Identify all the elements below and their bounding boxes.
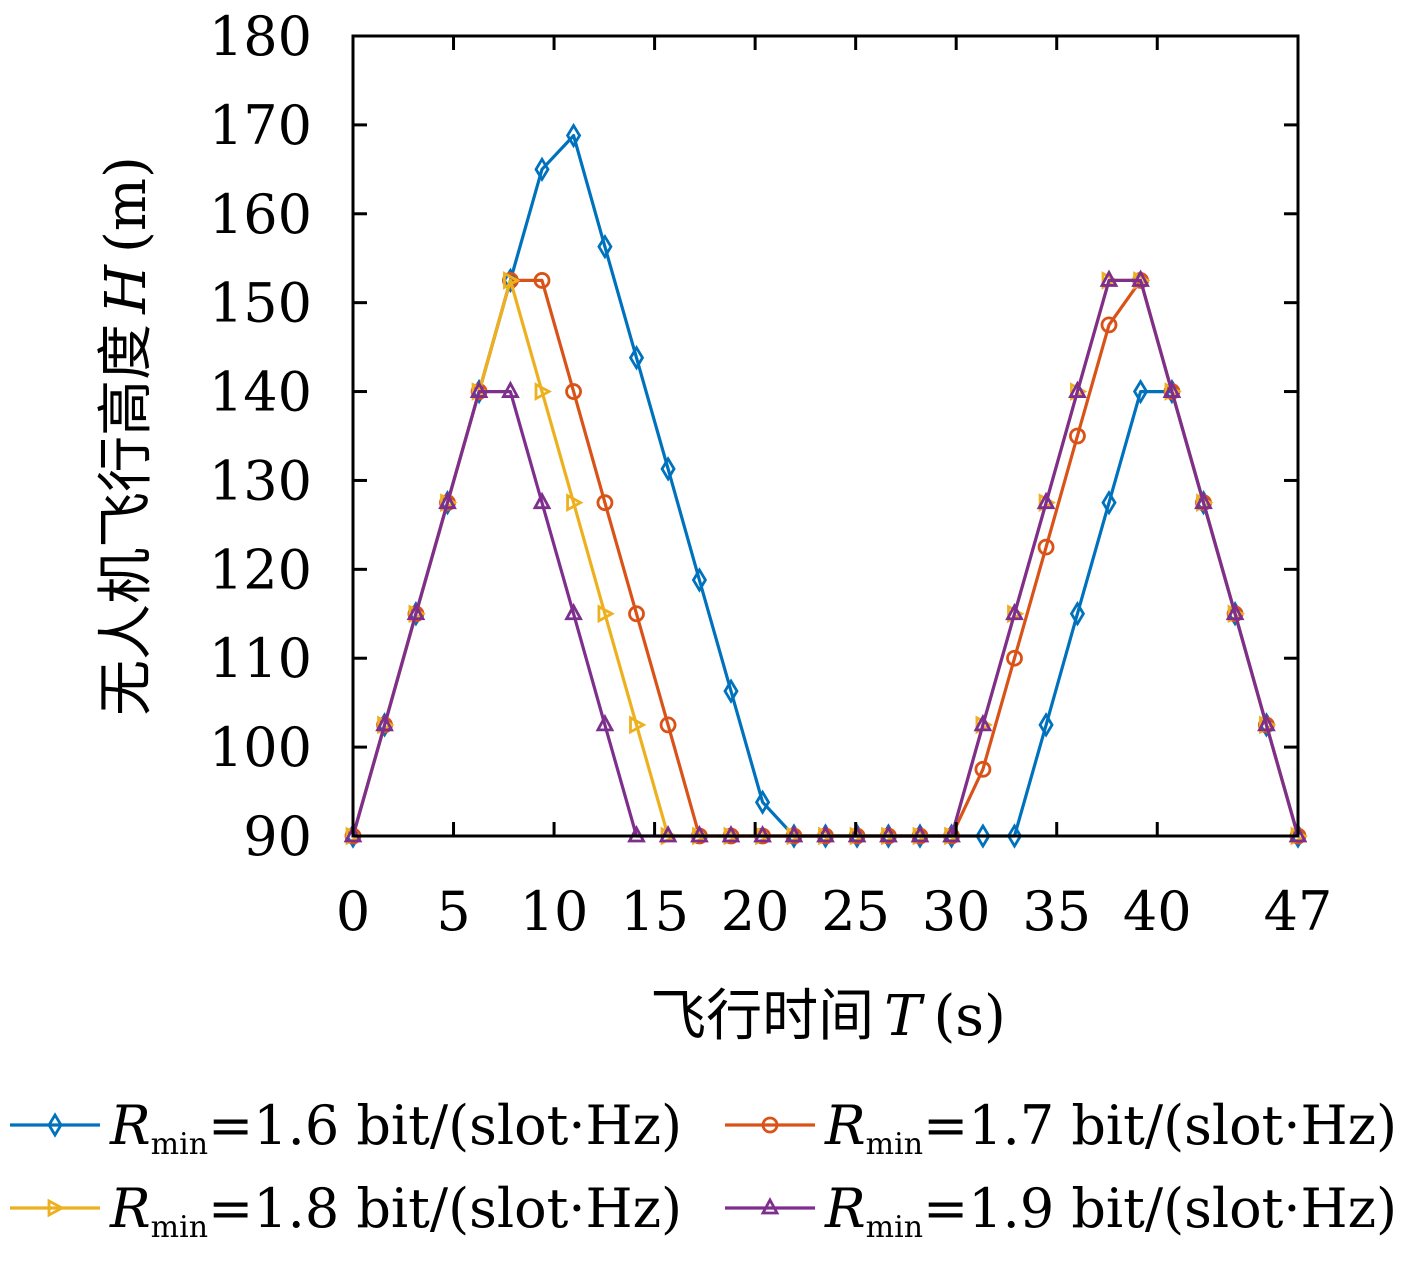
- data-point: [628, 605, 645, 623]
- data-point: [564, 602, 583, 621]
- legend-label: Rmin=1.6 bit/(slot·Hz): [109, 1094, 682, 1162]
- data-point: [565, 383, 582, 400]
- data-point: [1069, 427, 1086, 445]
- data-point: [1101, 489, 1117, 516]
- data-point: [438, 491, 457, 510]
- data-point: [406, 602, 426, 621]
- data-point: [1006, 649, 1023, 667]
- data-point: [1036, 491, 1056, 510]
- x-tick-label: 20: [721, 880, 790, 943]
- data-point: [503, 271, 521, 290]
- x-tick-label: 35: [1022, 880, 1091, 943]
- data-point: [1038, 712, 1054, 738]
- legend-entry-4: Rmin=1.9 bit/(slot·Hz): [725, 1177, 1397, 1245]
- data-point: [502, 267, 519, 294]
- x-tick-label: 15: [620, 880, 689, 943]
- legend-marker: [47, 1198, 65, 1218]
- y-tick-label: 110: [209, 627, 312, 690]
- y-axis-label: 无人机飞行高度H(m): [94, 156, 159, 716]
- series-1: [345, 122, 1306, 849]
- x-tick-label: 40: [1123, 880, 1192, 943]
- data-point: [501, 380, 520, 398]
- y-tick-label: 170: [209, 94, 312, 157]
- data-point: [469, 380, 489, 398]
- y-tick-label: 120: [209, 538, 312, 601]
- data-point: [596, 494, 614, 512]
- data-point: [1069, 601, 1086, 627]
- data-point: [566, 493, 584, 513]
- data-point: [629, 715, 647, 735]
- data-point: [1099, 269, 1119, 287]
- series-line: [351, 278, 1300, 838]
- data-point: [1068, 380, 1087, 398]
- y-tick-label: 150: [209, 272, 312, 335]
- data-point: [975, 823, 991, 849]
- legend-marker: [761, 1116, 779, 1134]
- data-point: [597, 233, 613, 260]
- data-point: [1162, 380, 1182, 398]
- data-point: [660, 456, 676, 482]
- y-tick-label: 100: [209, 716, 312, 779]
- data-point: [1006, 823, 1023, 849]
- data-point: [375, 713, 394, 732]
- data-point: [628, 345, 645, 371]
- data-point: [534, 382, 552, 401]
- data-point: [974, 760, 992, 778]
- series-line: [351, 278, 1300, 838]
- y-tick-label: 130: [209, 449, 312, 512]
- legend-label: Rmin=1.8 bit/(slot·Hz): [109, 1177, 682, 1245]
- legend-label: Rmin=1.9 bit/(slot·Hz): [824, 1177, 1397, 1245]
- data-point: [1131, 269, 1150, 287]
- data-point: [1194, 491, 1213, 510]
- y-tick-label: 160: [209, 183, 312, 246]
- legend-label: Rmin=1.7 bit/(slot·Hz): [824, 1094, 1397, 1162]
- data-point: [1100, 316, 1118, 334]
- x-axis-label: 飞行时间 T (s): [650, 984, 1006, 1049]
- data-point: [565, 122, 582, 149]
- legend: Rmin=1.6 bit/(slot·Hz) Rmin=1.7 bit/(slot…: [10, 1094, 1397, 1245]
- axis-ticks: 0 5 10 15 20 25 30 35 40 47 90 100 110 120 130 140 150 16…: [209, 5, 1332, 943]
- legend-marker: [47, 1112, 63, 1138]
- x-tick-label: 0: [336, 880, 370, 943]
- x-tick-label: 5: [436, 880, 470, 943]
- data-point: [659, 716, 677, 734]
- data-point: [597, 604, 615, 624]
- data-point: [595, 713, 615, 732]
- legend-marker: [760, 1197, 780, 1215]
- data-point: [754, 789, 771, 815]
- series-line: [351, 134, 1300, 838]
- plot-marks: [343, 122, 1308, 849]
- data-point: [1132, 378, 1149, 405]
- data-point: [1257, 713, 1276, 732]
- data-point: [723, 678, 739, 704]
- legend-entry-1: Rmin=1.6 bit/(slot·Hz): [10, 1094, 682, 1162]
- x-tick-label: 47: [1264, 880, 1333, 943]
- y-tick-label: 90: [243, 805, 312, 868]
- data-point: [1225, 602, 1245, 621]
- series-line: [351, 278, 1300, 838]
- x-tick-label: 30: [922, 880, 991, 943]
- data-point: [1005, 602, 1024, 621]
- y-tick-label: 180: [209, 5, 312, 68]
- data-point: [533, 272, 551, 289]
- legend-entry-3: Rmin=1.8 bit/(slot·Hz): [10, 1177, 682, 1245]
- data-point: [1037, 538, 1055, 556]
- plot-frame: [351, 34, 1300, 838]
- data-point: [534, 156, 550, 183]
- data-point: [691, 567, 708, 593]
- y-tick-label: 140: [209, 361, 312, 424]
- data-point: [532, 491, 552, 510]
- data-point: [973, 713, 993, 732]
- x-tick-label: 10: [520, 880, 589, 943]
- x-tick-label: 25: [821, 880, 890, 943]
- legend-entry-2: Rmin=1.7 bit/(slot·Hz): [725, 1094, 1397, 1162]
